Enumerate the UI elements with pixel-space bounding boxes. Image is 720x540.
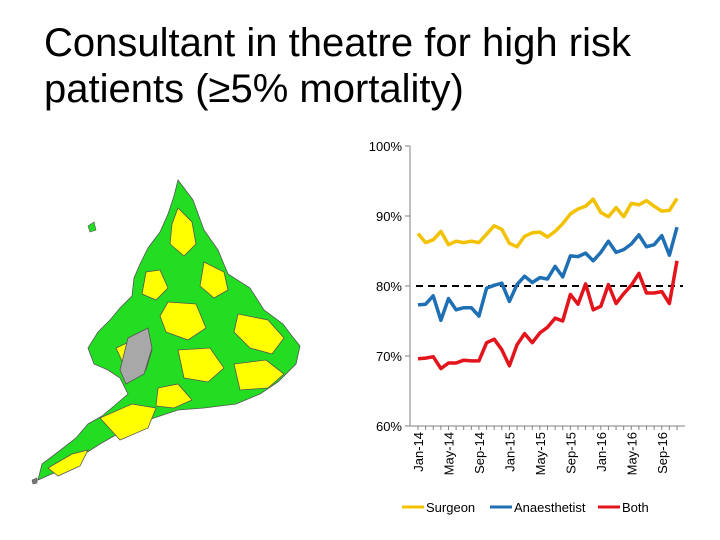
legend: Surgeon Anaesthetist Both [402, 500, 649, 515]
y-tick-label: 90% [376, 209, 402, 224]
x-tick-label: May-16 [624, 432, 639, 475]
map-region-nodata [119, 327, 153, 385]
x-tick-label: Sep-16 [655, 432, 670, 474]
map-island-scilly [31, 477, 38, 485]
map-island [87, 221, 97, 233]
page-title: Consultant in theatre for high risk pati… [44, 21, 631, 111]
map-region-south [155, 383, 193, 409]
map-region-midlands [159, 301, 207, 341]
map-region-north [169, 207, 197, 257]
y-tick-label: 60% [376, 419, 402, 434]
series-line-surgeon [416, 197, 679, 249]
y-tick-label: 70% [376, 349, 402, 364]
x-tick-label: Sep-15 [563, 432, 578, 474]
map-region-east [233, 313, 285, 355]
line-chart: 60%70%80%90%100% Jan-14 May-14 Sep-14 Jan-1… [369, 139, 685, 515]
map-region-northwest [141, 269, 169, 301]
x-tick-label: May-15 [533, 432, 548, 475]
y-tick-label: 100% [369, 139, 403, 154]
legend-label: Surgeon [426, 500, 475, 515]
x-tick-label: Jan-15 [502, 432, 517, 472]
x-tick-label: Jan-16 [594, 432, 609, 472]
x-tick-label: May-14 [441, 432, 456, 475]
map-region-southwest [99, 403, 157, 441]
y-tick-labels: 60% 70% 80% 90% 100% [369, 139, 410, 434]
england-wales-map [31, 179, 301, 485]
x-tick-label: Jan-14 [411, 432, 426, 472]
x-tick-label: Sep-14 [472, 432, 487, 474]
x-tick-labels: Jan-14 May-14 Sep-14 Jan-15 May-15 Sep-15 Jan-… [411, 426, 678, 475]
map-region-yorkshire [199, 261, 229, 299]
series-lines [416, 197, 679, 371]
legend-label: Anaesthetist [514, 500, 586, 515]
map-region-cornwall [47, 449, 89, 477]
map-region-southeast [233, 359, 285, 391]
legend-label: Both [622, 500, 649, 515]
map-region-south-central [177, 347, 225, 383]
y-tick-label: 80% [376, 279, 402, 294]
